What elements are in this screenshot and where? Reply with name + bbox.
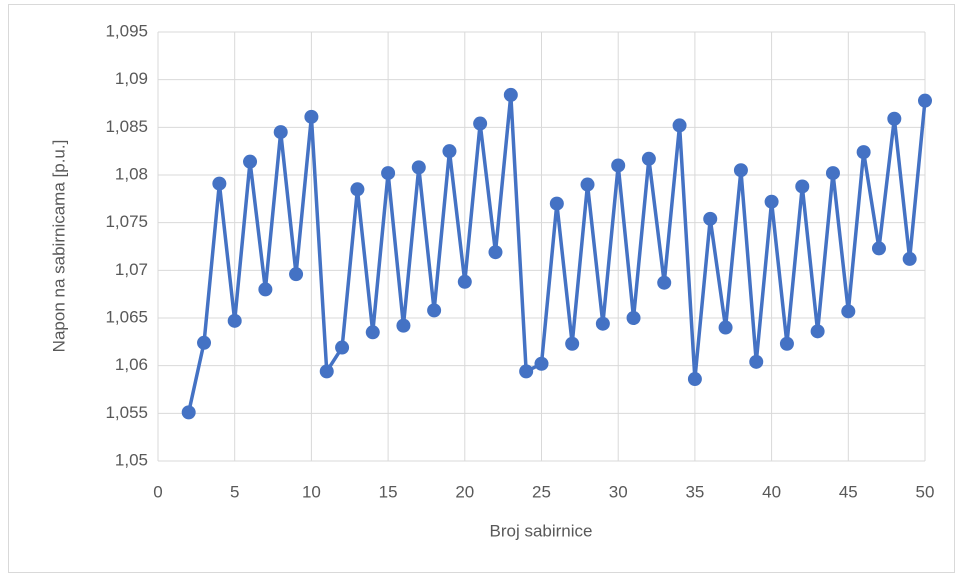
data-point bbox=[611, 158, 626, 173]
y-tick-label: 1,075 bbox=[105, 212, 148, 231]
x-tick-label: 50 bbox=[916, 482, 935, 501]
data-point bbox=[565, 336, 580, 351]
data-point bbox=[243, 154, 258, 169]
y-tick-label: 1,08 bbox=[115, 164, 148, 183]
data-point bbox=[902, 251, 917, 266]
y-tick-label: 1,085 bbox=[105, 117, 148, 136]
data-point bbox=[381, 166, 396, 181]
data-point bbox=[810, 324, 825, 339]
data-point bbox=[396, 318, 411, 333]
data-point bbox=[795, 179, 810, 194]
data-point bbox=[442, 144, 457, 159]
data-point bbox=[641, 151, 656, 166]
x-tick-label: 40 bbox=[762, 482, 781, 501]
x-tick-label: 35 bbox=[685, 482, 704, 501]
data-point bbox=[749, 354, 764, 369]
data-point bbox=[197, 335, 212, 350]
y-tick-label: 1,065 bbox=[105, 307, 148, 326]
data-point bbox=[350, 182, 365, 197]
data-point bbox=[626, 311, 641, 325]
data-point bbox=[289, 267, 304, 282]
data-point bbox=[733, 163, 748, 178]
data-point bbox=[319, 364, 334, 379]
x-tick-label: 20 bbox=[455, 482, 474, 501]
data-point bbox=[549, 196, 564, 211]
data-point bbox=[258, 282, 273, 297]
data-point bbox=[687, 372, 702, 387]
data-point bbox=[411, 160, 426, 175]
data-point bbox=[779, 336, 794, 351]
data-point bbox=[212, 176, 227, 191]
y-tick-label: 1,09 bbox=[115, 69, 148, 88]
data-point bbox=[304, 109, 319, 124]
y-tick-label: 1,055 bbox=[105, 403, 148, 422]
data-point bbox=[181, 405, 196, 420]
data-point bbox=[703, 211, 718, 226]
data-point bbox=[580, 177, 595, 192]
chart-frame bbox=[8, 4, 955, 573]
data-point bbox=[856, 145, 871, 160]
data-point bbox=[427, 303, 442, 318]
data-point bbox=[841, 304, 856, 319]
data-point bbox=[825, 166, 840, 181]
y-tick-label: 1,05 bbox=[115, 450, 148, 469]
data-point bbox=[335, 340, 350, 355]
x-tick-label: 45 bbox=[839, 482, 858, 501]
x-tick-label: 10 bbox=[302, 482, 321, 501]
data-point bbox=[534, 356, 549, 371]
data-point bbox=[672, 118, 687, 133]
data-point bbox=[488, 245, 503, 260]
data-point bbox=[503, 87, 518, 102]
y-tick-label: 1,06 bbox=[115, 355, 148, 374]
x-tick-label: 5 bbox=[230, 482, 239, 501]
y-tick-label: 1,095 bbox=[105, 21, 148, 40]
data-point bbox=[657, 275, 672, 290]
data-point bbox=[473, 116, 488, 131]
data-point bbox=[519, 364, 534, 379]
data-point bbox=[871, 241, 886, 256]
x-tick-label: 25 bbox=[532, 482, 551, 501]
data-point bbox=[887, 111, 902, 126]
x-tick-label: 30 bbox=[609, 482, 628, 501]
data-point bbox=[365, 325, 380, 340]
y-axis-label: Napon na sabirnicama [p.u.] bbox=[49, 140, 68, 353]
data-point bbox=[457, 274, 472, 289]
data-point bbox=[764, 194, 779, 209]
data-point bbox=[273, 125, 288, 140]
x-tick-label: 15 bbox=[379, 482, 398, 501]
data-point bbox=[918, 93, 932, 108]
y-tick-label: 1,07 bbox=[115, 260, 148, 279]
data-point bbox=[718, 320, 733, 335]
x-axis-label: Broj sabirnice bbox=[490, 521, 593, 540]
data-point bbox=[595, 316, 610, 331]
data-point bbox=[227, 313, 242, 328]
x-tick-label: 0 bbox=[153, 482, 162, 501]
